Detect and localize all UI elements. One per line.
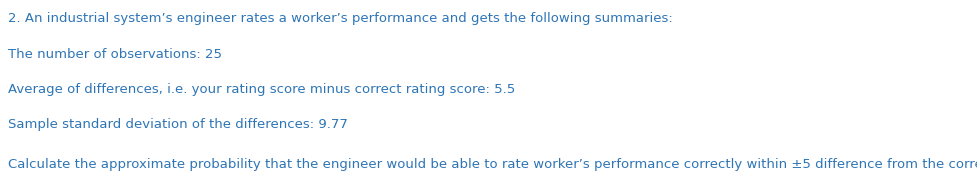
Text: Sample standard deviation of the differences: 9.77: Sample standard deviation of the differe…: [8, 118, 348, 131]
Text: Average of differences, i.e. your rating score minus correct rating score: 5.5: Average of differences, i.e. your rating…: [8, 83, 515, 96]
Text: The number of observations: 25: The number of observations: 25: [8, 48, 222, 61]
Text: 2. An industrial system’s engineer rates a worker’s performance and gets the fol: 2. An industrial system’s engineer rates…: [8, 12, 672, 25]
Text: Calculate the approximate probability that the engineer would be able to rate wo: Calculate the approximate probability th…: [8, 158, 977, 171]
